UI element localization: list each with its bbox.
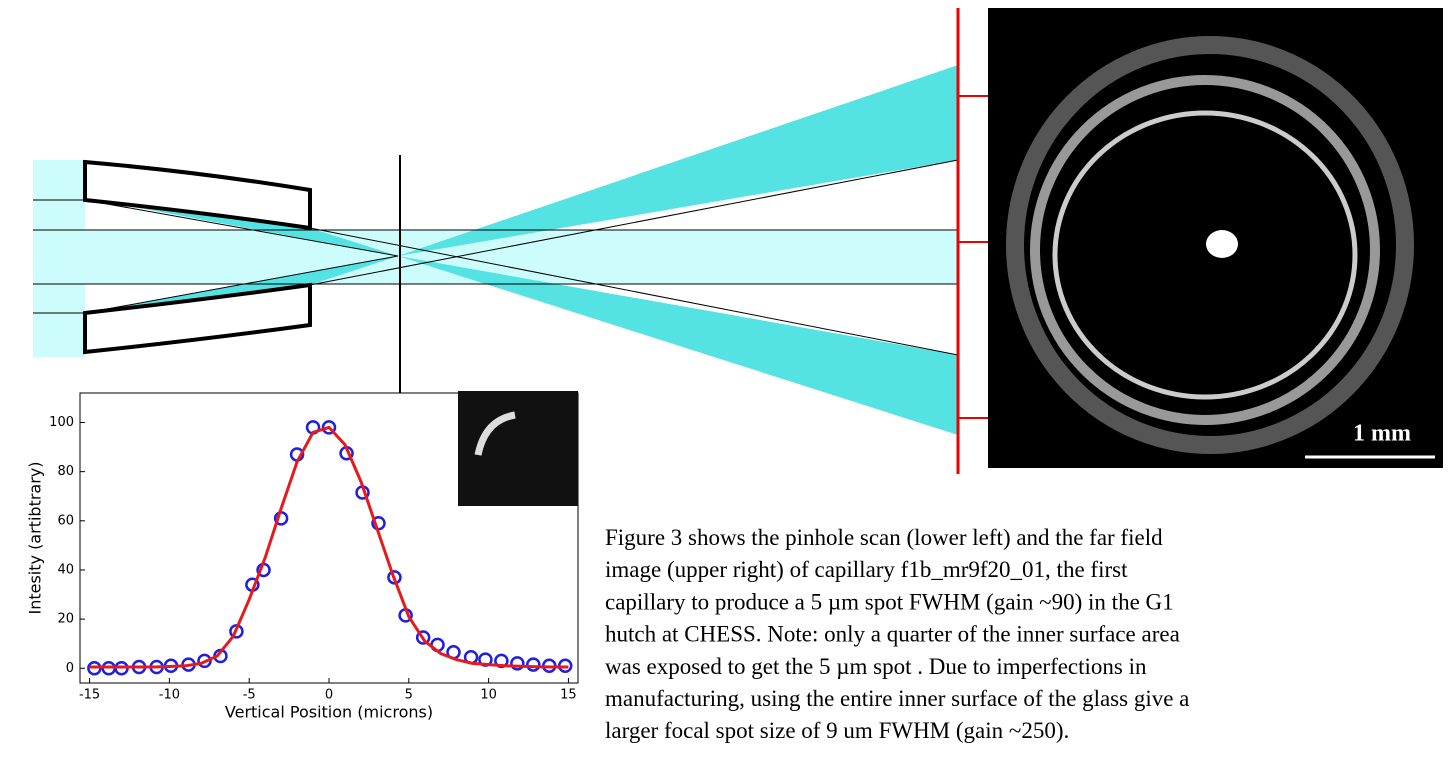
y-tick-label: 80 [57,464,74,479]
paragraph-line: capillary to produce a 5 µm spot FWHM (g… [605,589,1174,614]
figure: 1 mm -15 -10 -5 0 5 10 15 0 20 40 60 80 100 Vertical … [0,0,1449,784]
x-axis-label: Vertical Position (microns) [225,703,433,722]
x-tick-label: -15 [79,688,100,703]
x-tick-label: 10 [480,688,497,703]
y-tick-label: 20 [57,612,74,627]
paragraph-line: larger focal spot size of 9 um FWHM (gai… [605,718,1069,743]
paragraph-line: was exposed to get the 5 µm spot . Due t… [605,654,1147,679]
x-tick-label: 5 [405,688,413,703]
x-tick-label: -5 [243,688,256,703]
inset-image [458,391,578,506]
y-tick-label: 100 [49,415,74,430]
x-tick-label: 0 [325,688,333,703]
x-tick-label: -10 [159,688,180,703]
x-tick-label: 15 [560,688,577,703]
paragraph-line: image (upper right) of capillary f1b_mr9… [605,557,1128,582]
far-field-image: 1 mm [988,8,1443,468]
scale-label: 1 mm [1353,421,1411,447]
page: 1 mm -15 -10 -5 0 5 10 15 0 20 40 60 80 100 Vertical … [0,0,1449,784]
y-tick-label: 40 [57,562,74,577]
central-spot [1206,230,1238,258]
paragraph-line: Figure 3 shows the pinhole scan (lower l… [605,525,1163,550]
y-tick-label: 60 [57,513,74,528]
reflected-cone [398,65,958,256]
y-tick-label: 0 [66,661,74,676]
y-axis-label: Intesity (artibtrary) [26,461,45,614]
paragraph: Figure 3 shows the pinhole scan (lower l… [605,525,1189,743]
paragraph-line: hutch at CHESS. Note: only a quarter of … [605,622,1180,647]
paragraph-line: manufacturing, using the entire inner su… [605,686,1189,711]
